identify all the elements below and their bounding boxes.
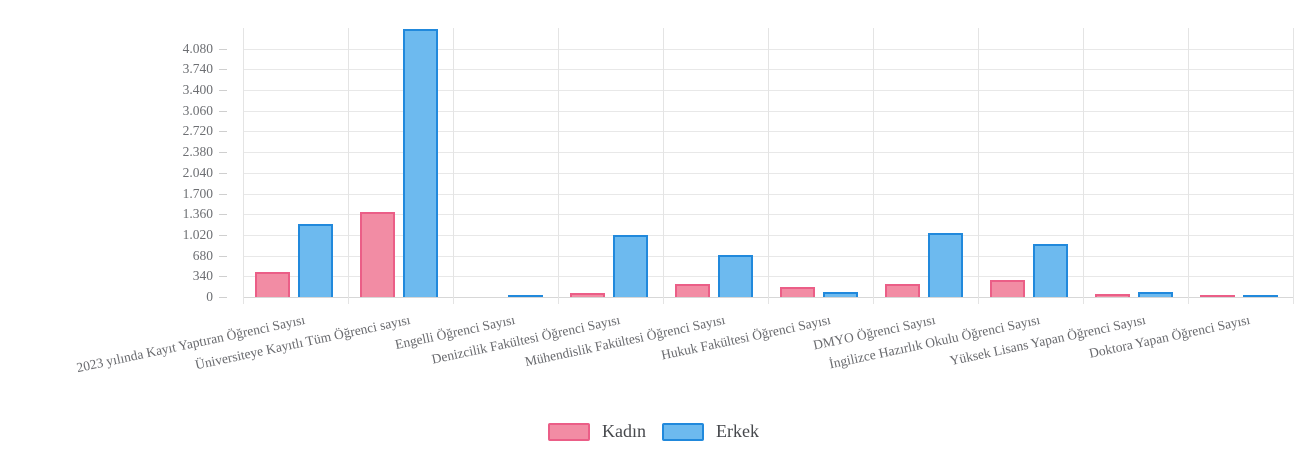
vertical-gridline [243,28,244,304]
bar-kadin[interactable] [255,272,290,297]
y-tick-label: 4.080 [182,40,213,56]
y-axis-tick-mark [219,255,227,257]
legend-swatch-erkek [662,422,704,441]
y-axis-tick-mark [219,152,227,154]
bar-kadin[interactable] [1200,295,1235,297]
vertical-gridline [1083,28,1084,304]
bar-erkek[interactable] [928,233,963,297]
y-tick-label: 1.700 [182,185,213,201]
legend-label: Kadın [602,421,646,441]
y-tick-label: 340 [192,268,213,284]
y-tick-label: 2.720 [182,123,213,139]
y-axis-tick-mark [219,276,227,278]
y-tick-label: 2.380 [182,144,213,160]
y-tick-label: 3.740 [182,61,213,77]
vertical-gridline [768,28,769,304]
y-axis-tick-mark [219,90,227,92]
bar-erkek[interactable] [298,223,333,297]
legend-swatch-kadin [548,422,590,441]
y-tick-label: 0 [206,289,213,304]
bar-kadin[interactable] [990,279,1025,297]
vertical-gridline [1293,28,1294,304]
bar-kadin[interactable] [570,293,605,297]
legend-item-kadin[interactable]: Kadın [548,421,646,442]
y-tick-label: 1.020 [182,226,213,242]
y-axis-tick-mark [219,172,227,174]
y-tick-label: 3.400 [182,82,213,98]
vertical-gridline [348,28,349,304]
bar-erkek[interactable] [1033,244,1068,297]
y-axis-tick-mark [219,131,227,133]
y-tick-label: 680 [192,247,213,263]
bar-kadin[interactable] [360,212,395,297]
vertical-gridline [453,28,454,304]
y-axis-tick-mark [219,193,227,195]
vertical-gridline [978,28,979,304]
y-tick-label: 1.360 [182,206,213,222]
bar-kadin[interactable] [1095,294,1130,297]
y-axis-tick-mark [219,69,227,71]
bar-erkek[interactable] [403,29,438,297]
legend-label: Erkek [716,421,759,441]
bar-erkek[interactable] [613,234,648,297]
bar-erkek[interactable] [823,291,858,297]
bar-kadin[interactable] [780,287,815,297]
bar-erkek[interactable] [508,295,543,297]
vertical-gridline [663,28,664,304]
bar-erkek[interactable] [718,255,753,297]
vertical-gridline [1188,28,1189,304]
bar-erkek[interactable] [1243,294,1278,297]
y-axis-tick-mark [219,297,227,298]
vertical-gridline [558,28,559,304]
bar-kadin[interactable] [675,283,710,297]
y-axis-tick-mark [219,48,227,50]
legend: Kadın Erkek [0,421,1307,442]
y-tick-label: 2.040 [182,164,213,180]
bar-erkek[interactable] [1138,292,1173,297]
vertical-gridline [873,28,874,304]
bar-kadin[interactable] [885,284,920,297]
legend-item-erkek[interactable]: Erkek [662,421,759,442]
y-axis-tick-mark [219,110,227,112]
y-tick-label: 3.060 [182,102,213,118]
y-axis-tick-mark [219,214,227,216]
y-axis-tick-mark [219,234,227,236]
